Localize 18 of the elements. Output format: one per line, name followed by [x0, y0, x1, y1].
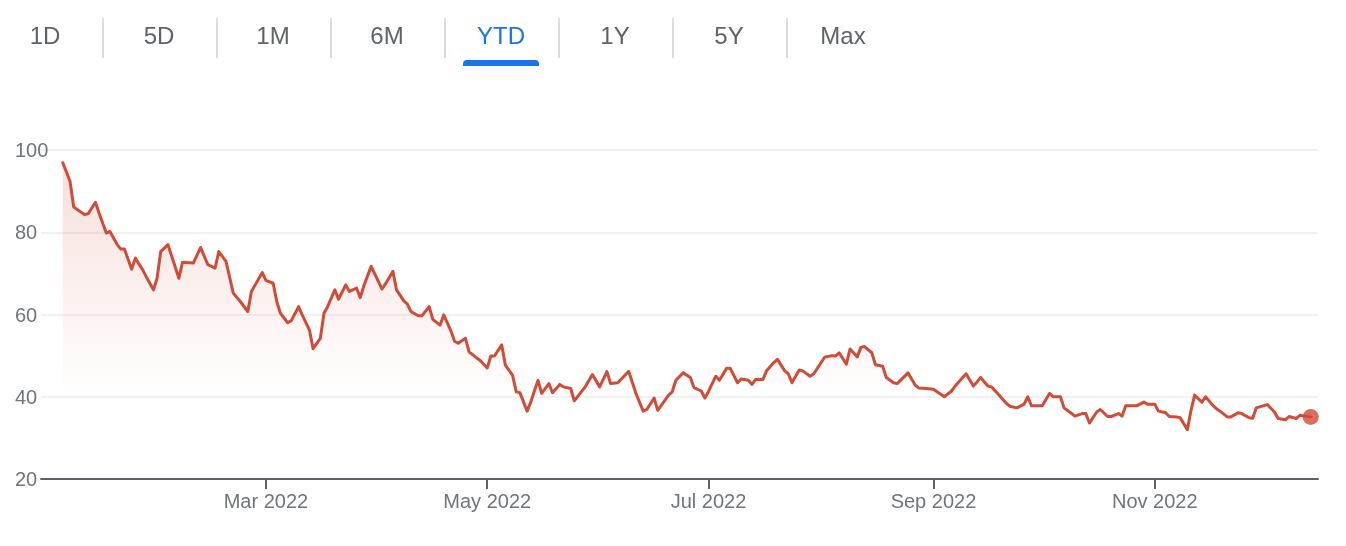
text: 6M — [330, 12, 444, 60]
x-tick-label: Mar 2022 — [223, 490, 309, 512]
x-tick-label: May 2022 — [443, 490, 532, 512]
y-tick-label: 100 — [15, 139, 49, 161]
y-tick-label: 40 — [15, 385, 38, 408]
text: Max — [786, 12, 900, 60]
y-tick-label: 20 — [15, 468, 38, 490]
text: 5D — [102, 12, 216, 60]
x-tick-label: Nov 2022 — [1111, 490, 1198, 512]
x-tick-label: Jul 2022 — [670, 490, 747, 512]
text: 1D — [28, 21, 62, 51]
y-tick-label: 80 — [15, 221, 38, 244]
text: 1Y — [558, 12, 672, 60]
y-tick-label: 60 — [15, 303, 38, 326]
text: 1M — [216, 12, 330, 60]
text: 5Y — [672, 12, 786, 60]
x-tick-label: Sep 2022 — [890, 490, 977, 512]
text: YTD — [444, 12, 558, 60]
